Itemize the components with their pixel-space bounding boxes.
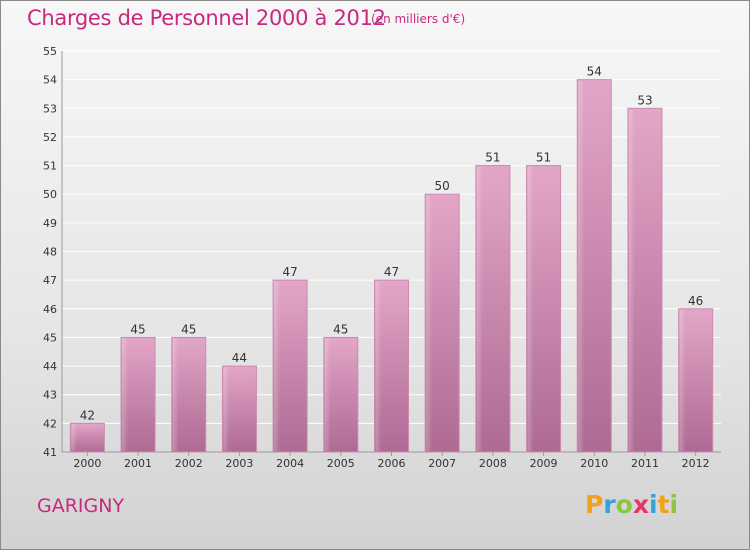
- data-label-2008: 51: [485, 151, 500, 165]
- y-tick-label: 42: [43, 417, 57, 430]
- data-label-2001: 45: [130, 322, 145, 336]
- data-label-2007: 50: [435, 179, 450, 193]
- y-tick-label: 54: [43, 74, 57, 87]
- y-tick-label: 53: [43, 102, 57, 115]
- x-tick-label: 2003: [225, 457, 253, 470]
- x-tick-label: 2002: [175, 457, 203, 470]
- y-tick-label: 49: [43, 217, 57, 230]
- x-tick-label: 2007: [428, 457, 456, 470]
- data-label-2003: 44: [232, 351, 247, 365]
- bar-highlight: [324, 338, 331, 451]
- data-label-2011: 53: [637, 93, 652, 107]
- bar-highlight: [172, 338, 179, 451]
- y-tick-label: 44: [43, 360, 57, 373]
- bar-highlight: [679, 309, 686, 451]
- bar-highlight: [628, 109, 635, 452]
- bar-chart: 41 42 43 44 45 46 47 48 49 50 51 52 53 54 55 2000 2001 20…: [43, 45, 721, 470]
- x-tick-label: 2006: [378, 457, 406, 470]
- bar-highlight: [476, 166, 483, 452]
- x-tick-label: 2001: [124, 457, 152, 470]
- logo-letter: i: [669, 490, 679, 519]
- logo-letter: P: [585, 490, 604, 519]
- y-tick-label: 50: [43, 188, 57, 201]
- bar-highlight: [71, 424, 78, 451]
- x-tick-label: 2005: [327, 457, 355, 470]
- bar-highlight: [375, 281, 382, 451]
- y-tick-label: 51: [43, 160, 57, 173]
- x-tick-label: 2010: [580, 457, 608, 470]
- data-label-2010: 54: [587, 65, 602, 79]
- logo-letter: t: [657, 490, 670, 519]
- x-tick-label: 2011: [631, 457, 659, 470]
- bar-highlight: [274, 281, 281, 451]
- bar-highlight: [122, 338, 129, 451]
- data-label-2005: 45: [333, 322, 348, 336]
- data-label-2006: 47: [384, 265, 399, 279]
- logo-letter: i: [649, 490, 658, 519]
- y-tick-label: 47: [43, 274, 57, 287]
- y-tick-label: 46: [43, 303, 57, 316]
- proxiti-logo[interactable]: Proxiti: [585, 490, 678, 519]
- y-tick-label: 43: [43, 389, 57, 402]
- x-tick-label: 2000: [73, 457, 101, 470]
- label-layer: 42 45 45 44 47 45 47 50 51 51 54 53 46: [80, 65, 704, 423]
- bar-highlight: [426, 195, 433, 451]
- bar-highlight: [527, 166, 534, 452]
- bar-layer: [69, 79, 714, 453]
- data-label-2009: 51: [536, 151, 551, 165]
- data-label-2000: 42: [80, 408, 95, 422]
- bar-highlight: [223, 367, 230, 451]
- y-tick-label: 41: [43, 446, 57, 459]
- x-tick-label: 2008: [479, 457, 507, 470]
- x-tick-label: 2012: [682, 457, 710, 470]
- chart-subtitle: (en milliers d'€): [371, 12, 466, 26]
- y-tick-label: 52: [43, 131, 57, 144]
- bar-highlight: [578, 80, 585, 452]
- x-tick-label: 2004: [276, 457, 304, 470]
- y-tick-label: 55: [43, 45, 57, 58]
- logo-letter: o: [615, 490, 633, 519]
- city-name: GARIGNY: [37, 495, 125, 517]
- y-tick-label: 45: [43, 331, 57, 344]
- data-label-2002: 45: [181, 322, 196, 336]
- data-label-2004: 47: [282, 265, 297, 279]
- x-tick-label: 2009: [530, 457, 558, 470]
- logo-letter: r: [603, 490, 616, 519]
- data-label-2012: 46: [688, 294, 703, 308]
- chart-title: Charges de Personnel 2000 à 2012: [27, 6, 386, 30]
- y-tick-label: 48: [43, 246, 57, 259]
- logo-letter: x: [632, 490, 649, 519]
